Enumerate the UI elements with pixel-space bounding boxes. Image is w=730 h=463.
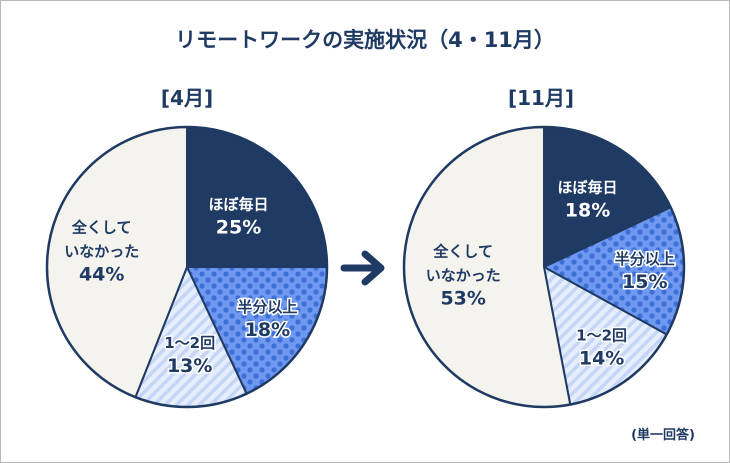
slice-label-april-few: 1〜2回 13% [164,334,215,377]
slice-name-april-none: 全くして [71,219,132,237]
slice-label-april-half: 半分以上 18% [237,298,297,341]
slice-label-april-none: 全くしていなかった 44% [64,219,139,286]
slice-name-november-few: 1〜2回 [576,326,627,344]
slice-value-april-daily: 25% [216,217,261,239]
slice-value-november-daily: 18% [565,199,610,221]
slice-name-november-none: いなかった [426,267,501,285]
slice-value-november-none: 53% [440,288,485,310]
pie-november: ほぼ毎日 18% 半分以上 15% 1〜2回 14% 全くしていなかった 53% [402,125,686,409]
slice-name-april-half: 半分以上 [237,298,297,316]
slice-value-april-half: 18% [245,319,290,341]
slice-label-november-none: 全くしていなかった 53% [426,243,501,310]
slice-label-november-half: 半分以上 15% [615,250,675,293]
chart-title: リモートワークの実施状況（4・11月） [175,28,555,52]
pie-title-november: [11月] [508,86,574,110]
slice-name-april-daily: ほぼ毎日 [208,196,268,214]
pie-title-april: [4月] [161,86,213,110]
slice-value-april-none: 44% [79,264,124,286]
pie-outline-november [402,125,686,409]
slice-name-november-half: 半分以上 [615,250,675,268]
slice-value-november-few: 14% [579,347,624,369]
pie-april: ほぼ毎日 25% 半分以上 18% 1〜2回 13% 全くしていなかった 44% [45,125,329,409]
slice-name-april-none: いなかった [64,243,139,261]
slice-name-november-none: 全くして [432,243,493,261]
slice-label-november-daily: ほぼ毎日 18% [557,178,617,221]
arrow-icon [340,250,385,286]
slice-name-november-daily: ほぼ毎日 [557,178,617,196]
slice-label-november-few: 1〜2回 14% [576,326,627,369]
slice-value-november-half: 15% [622,271,667,293]
slice-label-april-daily: ほぼ毎日 25% [208,196,268,239]
answer-type-note: (単一回答) [631,427,695,443]
slice-value-april-few: 13% [167,355,212,377]
slice-name-april-few: 1〜2回 [164,334,215,352]
pie-outline-april [45,125,329,409]
